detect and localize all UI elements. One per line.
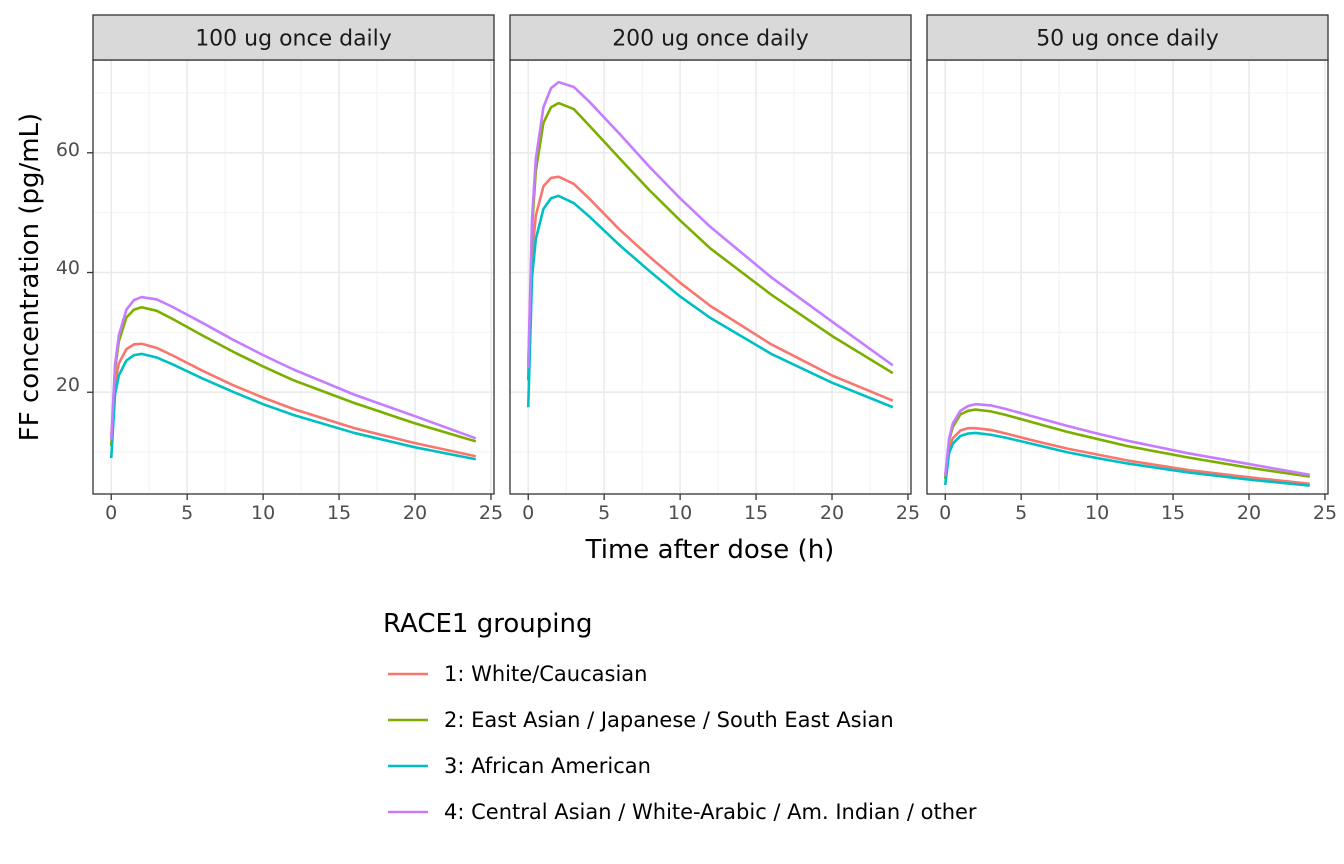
y-tick-label: 40 (56, 257, 80, 279)
legend-title: RACE1 grouping (383, 609, 592, 639)
legend-item: 2: East Asian / Japanese / South East As… (388, 708, 894, 732)
facet-strip-label-2: 200 ug once daily (612, 27, 809, 52)
x-tick-label: 25 (896, 502, 920, 524)
series-line-3 (109, 352, 477, 461)
series-line-1 (109, 342, 477, 458)
series-line-2 (526, 101, 894, 381)
series-line-2 (109, 305, 477, 447)
series-line-4 (943, 402, 1310, 477)
y-axis-title: FF concentration (pg/mL) (15, 113, 45, 441)
x-axis-title: Time after dose (h) (585, 535, 835, 565)
legend-item: 3: African American (388, 754, 651, 778)
series-line-2 (943, 408, 1310, 480)
x-tick-label: 0 (522, 502, 534, 524)
x-tick-label: 15 (1161, 502, 1185, 524)
facet-strip (92, 14, 495, 61)
facet-strip (509, 14, 912, 61)
series-line-3 (526, 194, 894, 409)
panel-background (927, 60, 1328, 494)
series-line-1 (943, 426, 1310, 486)
series-line-4 (109, 295, 477, 441)
facet-strip-label-3: 50 ug once daily (1036, 27, 1219, 52)
x-tick-label: 10 (251, 502, 275, 524)
panels-layer: 0 5 10 15 20 25 0 5 10 15 20 25 0 5 10 15 20 25 (87, 14, 1337, 524)
facet-strip-label-1: 100 ug once daily (195, 27, 392, 52)
x-tick-label: 5 (598, 502, 610, 524)
y-tick-label: 20 (56, 374, 80, 396)
legend-label-3: 3: African American (444, 754, 651, 778)
x-tick-label: 10 (1085, 502, 1109, 524)
facet-panel: 0 5 10 15 20 25 (509, 14, 920, 524)
series-line-3 (943, 431, 1310, 487)
x-tick-label: 15 (327, 502, 351, 524)
x-tick-label: 0 (105, 502, 117, 524)
x-tick-label: 20 (1237, 502, 1261, 524)
series-line-4 (526, 80, 894, 369)
legend-item: 4: Central Asian / White-Arabic / Am. In… (388, 800, 977, 824)
series-line-1 (526, 175, 894, 402)
panel-background (510, 60, 911, 494)
x-tick-label: 20 (403, 502, 427, 524)
facet-strip (926, 14, 1329, 61)
legend-label-4: 4: Central Asian / White-Arabic / Am. In… (444, 800, 977, 824)
legend-label-1: 1: White/Caucasian (444, 662, 647, 686)
facet-panel: 0 5 10 15 20 25 (87, 14, 503, 524)
y-tick-label: 60 (56, 139, 80, 161)
x-tick-label: 25 (1313, 502, 1337, 524)
x-tick-label: 20 (820, 502, 844, 524)
x-tick-label: 10 (668, 502, 692, 524)
legend-item: 1: White/Caucasian (388, 662, 647, 686)
legend-label-2: 2: East Asian / Japanese / South East As… (444, 708, 894, 732)
x-tick-label: 15 (744, 502, 768, 524)
x-tick-label: 25 (479, 502, 503, 524)
x-tick-label: 5 (181, 502, 193, 524)
x-tick-label: 5 (1015, 502, 1027, 524)
facet-panel: 0 5 10 15 20 25 (926, 14, 1337, 524)
x-tick-label: 0 (939, 502, 951, 524)
